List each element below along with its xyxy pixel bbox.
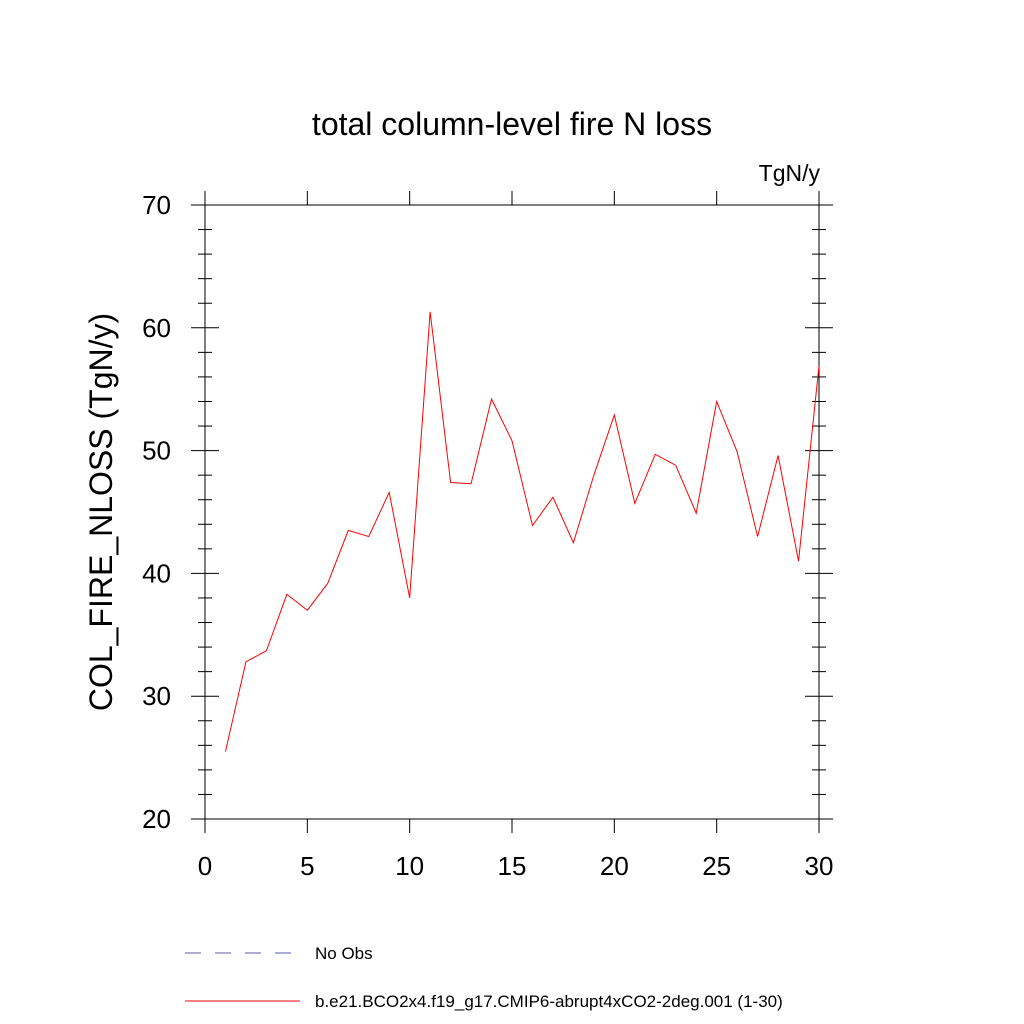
x-tick-label: 20 bbox=[600, 851, 629, 881]
y-tick-label: 40 bbox=[142, 558, 171, 588]
x-tick-label: 0 bbox=[198, 851, 212, 881]
legend: No Obs b.e21.BCO2x4.f19_g17.CMIP6-abrupt4… bbox=[185, 944, 783, 1011]
units-label: TgN/y bbox=[759, 160, 821, 186]
y-tick-label: 50 bbox=[142, 436, 171, 466]
legend-label: b.e21.BCO2x4.f19_g17.CMIP6-abrupt4xCO2-2… bbox=[315, 992, 783, 1011]
plot-frame bbox=[204, 204, 820, 820]
y-axis-label: COL_FIRE_NLOSS (TgN/y) bbox=[83, 313, 119, 711]
legend-label: No Obs bbox=[315, 944, 373, 963]
tick-labels-layer: 0 5 10 15 20 25 30 20 30 40 50 60 70 bbox=[142, 190, 833, 881]
x-tick-label: 10 bbox=[395, 851, 424, 881]
y-tick-label: 30 bbox=[142, 681, 171, 711]
series-layer bbox=[224, 311, 820, 752]
x-tick-label: 15 bbox=[498, 851, 527, 881]
chart-title: total column-level fire N loss bbox=[312, 106, 712, 142]
x-tick-label: 30 bbox=[805, 851, 834, 881]
y-tick-label: 70 bbox=[142, 190, 171, 220]
series-line-1 bbox=[224, 311, 820, 752]
y-tick-label: 60 bbox=[142, 313, 171, 343]
y-tick-label: 20 bbox=[142, 804, 171, 834]
x-tick-label: 25 bbox=[702, 851, 731, 881]
ticks-layer bbox=[191, 191, 833, 833]
x-tick-label: 5 bbox=[300, 851, 314, 881]
